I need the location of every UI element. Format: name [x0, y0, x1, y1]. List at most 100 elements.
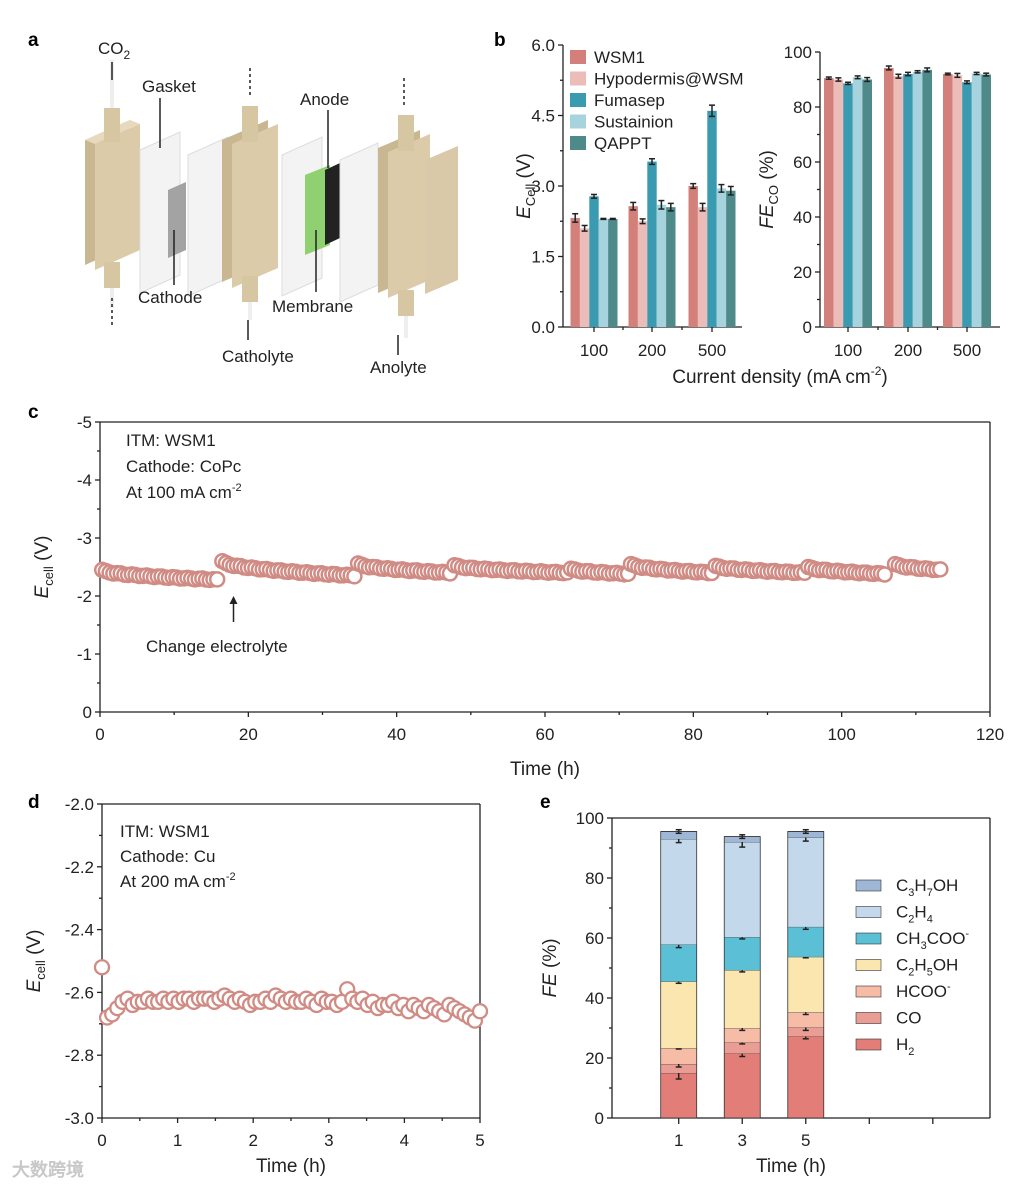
watermark: 大数跨境	[12, 1159, 84, 1180]
stacked-bar-co	[724, 1042, 761, 1054]
y-tick-label: -3	[77, 529, 92, 548]
legend-swatch	[855, 879, 882, 892]
panel-label-e: e	[540, 792, 551, 813]
y-tick-label: 0.0	[531, 318, 555, 337]
x-tick-label: 0	[97, 1131, 106, 1150]
y-tick-label: 20	[585, 1049, 604, 1068]
panel-label-c: c	[28, 402, 39, 423]
y-tick-label: 40	[585, 989, 604, 1008]
bar-wsm1	[824, 78, 834, 327]
flow-cell-diagram: CO2 Gasket Cathode Catholyte Membrane An…	[85, 39, 458, 377]
legend-label: Sustainion	[594, 113, 673, 132]
data-point	[93, 959, 111, 976]
x-axis-label: Current density (mA cm-2)	[672, 364, 888, 388]
x-tick-label: 1	[173, 1131, 182, 1150]
bar-hypodermiswsm	[579, 228, 590, 327]
y-tick-label: 100	[576, 809, 604, 828]
legend-label: C2H5OH	[896, 956, 958, 979]
x-tick-label: 20	[239, 725, 258, 744]
legend-label: Hypodermis@WSM	[594, 70, 744, 89]
bar-hypodermiswsm	[637, 221, 648, 327]
bar-wsm1	[688, 186, 698, 327]
panel-label-b: b	[494, 30, 506, 51]
membrane	[305, 165, 330, 255]
x-tick-label: 80	[684, 725, 703, 744]
bar-wsm1	[628, 206, 638, 327]
y-tick-label: 1.5	[531, 248, 555, 267]
data-point	[208, 571, 226, 588]
bar-fumasep	[903, 74, 913, 327]
stacked-bar-c2h5oh	[787, 956, 824, 1013]
panel-label-d: d	[28, 792, 40, 813]
data-point	[932, 561, 949, 578]
y-tick-label: -2.0	[65, 795, 94, 814]
bar-wsm1	[943, 74, 953, 327]
y-tick-label: 0	[83, 703, 92, 722]
bar-hypodermiswsm	[952, 75, 963, 327]
catholyte-label: Catholyte	[222, 347, 294, 366]
stacked-bar-hcoo-	[787, 1012, 824, 1028]
legend-swatch	[855, 959, 882, 971]
x-tick-label: 100	[827, 725, 855, 744]
x-tick-label: 500	[953, 341, 981, 360]
gasket-4	[339, 142, 379, 303]
y-tick-label: 4.5	[531, 107, 555, 126]
data-point	[876, 566, 893, 583]
y-tick-label: -2	[77, 587, 92, 606]
anolyte-label: Anolyte	[370, 358, 427, 377]
bar-qappt	[922, 69, 932, 327]
x-tick-label: 0	[95, 725, 104, 744]
bar-sustainion	[716, 188, 727, 327]
stacked-bar-c2h5oh	[660, 981, 697, 1049]
x-tick-label: 5	[801, 1131, 810, 1150]
legend-label: CH3COO-	[896, 928, 969, 952]
bar-hypodermiswsm	[833, 79, 844, 327]
y-tick-label: 6.0	[531, 36, 555, 55]
bar-qappt	[608, 218, 618, 327]
x-tick-label: 100	[834, 341, 862, 360]
y-axis-label: Ecell (V)	[32, 536, 56, 599]
legend-swatch	[855, 1012, 882, 1024]
cathode-end-plate	[85, 60, 140, 308]
y-tick-label: 100	[784, 43, 812, 62]
bar-qappt	[981, 74, 991, 327]
legend-label: C2H4	[896, 903, 933, 926]
legend-label: C3H7OH	[896, 876, 958, 899]
y-tick-label: -2.8	[65, 1046, 94, 1065]
end-cover	[425, 146, 458, 294]
y-axis-label: FE (%)	[540, 938, 561, 997]
y-tick-label: 60	[793, 153, 812, 172]
x-tick-label: 3	[738, 1131, 747, 1150]
y-tick-label: 3.0	[531, 177, 555, 196]
y-tick-label: -2.2	[65, 858, 94, 877]
arrow-annotation: Change electrolyte	[146, 637, 288, 656]
bar-hypodermiswsm	[893, 76, 904, 327]
stacked-bar-co	[660, 1064, 697, 1073]
bar-qappt	[862, 79, 872, 327]
legend-swatch	[855, 906, 882, 918]
stacked-bar-ch3coo-	[787, 926, 824, 957]
y-axis-label: FECO (%)	[757, 150, 781, 229]
x-tick-label: 40	[387, 725, 406, 744]
membrane-label: Membrane	[272, 297, 353, 316]
stacked-bar-c3h7oh	[660, 831, 697, 839]
stacked-bar-c3h7oh	[724, 836, 761, 842]
bar-fumasep	[962, 82, 972, 327]
annotation-cathode: Cathode: Cu	[120, 847, 215, 866]
x-tick-label: 5	[475, 1131, 484, 1150]
y-tick-label: -4	[77, 471, 92, 490]
y-tick-label: 0	[803, 318, 812, 337]
x-axis-label: Time (h)	[256, 1156, 326, 1177]
bar-outline	[787, 831, 825, 1119]
bar-sustainion	[598, 218, 609, 327]
y-tick-label: 80	[793, 98, 812, 117]
y-tick-label: -5	[77, 413, 92, 432]
data-point	[471, 1003, 489, 1020]
anode-label: Anode	[300, 90, 349, 109]
y-tick-label: 20	[793, 263, 812, 282]
y-tick-label: 80	[585, 869, 604, 888]
x-axis-label: Time (h)	[510, 759, 580, 780]
legend-label: HCOO-	[896, 981, 951, 1001]
annotation-itm: ITM: WSM1	[126, 431, 216, 450]
stacked-bar-c2h4	[660, 839, 697, 945]
